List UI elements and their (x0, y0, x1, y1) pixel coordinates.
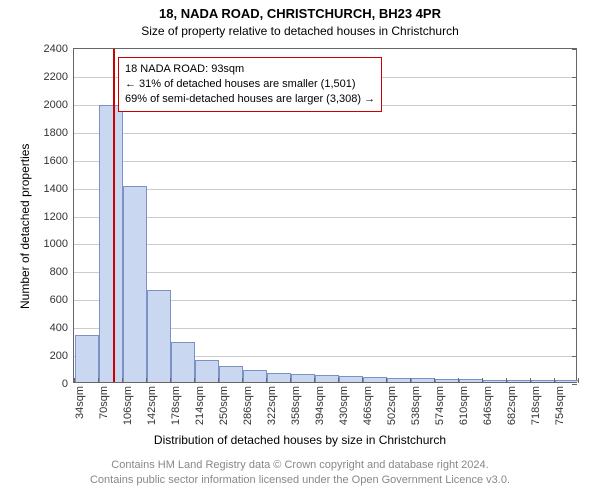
gridline (74, 244, 576, 245)
ytick-label: 400 (50, 322, 74, 334)
gridline (74, 217, 576, 218)
histogram-bar (195, 360, 219, 382)
ytick-mark (572, 161, 577, 162)
xtick-label: 214sqm (194, 386, 206, 425)
histogram-bar (339, 376, 363, 382)
histogram-bar (243, 370, 267, 382)
xtick-label: 682sqm (506, 386, 518, 425)
xtick-label: 106sqm (122, 386, 134, 425)
ytick-label: 2200 (44, 71, 74, 83)
annotation-line-3: 69% of semi-detached houses are larger (… (125, 92, 375, 107)
ytick-mark (572, 77, 577, 78)
ytick-mark (572, 384, 577, 385)
annotation-line-1: 18 NADA ROAD: 93sqm (125, 62, 375, 77)
xtick-label: 574sqm (434, 386, 446, 425)
xtick-label: 646sqm (482, 386, 494, 425)
histogram-bar (75, 335, 99, 382)
gridline (74, 272, 576, 273)
property-marker-line (113, 49, 115, 382)
xtick-label: 754sqm (554, 386, 566, 425)
ytick-label: 1800 (44, 127, 74, 139)
ytick-mark (572, 300, 577, 301)
histogram-bar (411, 378, 435, 382)
ytick-label: 1600 (44, 155, 74, 167)
histogram-bar (459, 379, 483, 382)
attribution-line-2: Contains public sector information licen… (0, 474, 600, 486)
xtick-label: 286sqm (242, 386, 254, 425)
annotation-line-2: ← 31% of detached houses are smaller (1,… (125, 77, 375, 92)
ytick-mark (572, 133, 577, 134)
xtick-label: 142sqm (146, 386, 158, 425)
histogram-bar (387, 378, 411, 382)
xtick-label: 178sqm (170, 386, 182, 425)
ytick-label: 200 (50, 350, 74, 362)
xtick-label: 250sqm (218, 386, 230, 425)
annotation-box: 18 NADA ROAD: 93sqm ← 31% of detached ho… (118, 57, 382, 112)
attribution-line-1: Contains HM Land Registry data © Crown c… (0, 459, 600, 471)
histogram-bar (171, 342, 195, 382)
histogram-bar (435, 379, 459, 382)
plot-area: 0200400600800100012001400160018002000220… (73, 48, 577, 383)
ytick-mark (572, 244, 577, 245)
histogram-bar (291, 374, 315, 382)
gridline (74, 133, 576, 134)
ytick-label: 2400 (44, 43, 74, 55)
ytick-mark (572, 356, 577, 357)
xtick-label: 502sqm (386, 386, 398, 425)
xtick-label: 538sqm (410, 386, 422, 425)
ytick-mark (572, 105, 577, 106)
ytick-label: 1200 (44, 211, 74, 223)
histogram-bar (219, 366, 243, 382)
ytick-mark (572, 217, 577, 218)
ytick-label: 2000 (44, 99, 74, 111)
ytick-mark (572, 328, 577, 329)
ytick-label: 1000 (44, 238, 74, 250)
ytick-label: 0 (62, 378, 74, 390)
histogram-bar (99, 105, 123, 382)
xtick-label: 34sqm (74, 386, 86, 419)
ytick-label: 800 (50, 266, 74, 278)
ytick-mark (572, 49, 577, 50)
xtick-label: 718sqm (530, 386, 542, 425)
histogram-bar (267, 373, 291, 382)
gridline (74, 161, 576, 162)
histogram-bar (147, 290, 171, 382)
ytick-mark (572, 272, 577, 273)
xtick-mark (578, 378, 579, 383)
ytick-label: 600 (50, 294, 74, 306)
xtick-label: 394sqm (314, 386, 326, 425)
histogram-bar (363, 377, 387, 382)
chart-title-main: 18, NADA ROAD, CHRISTCHURCH, BH23 4PR (0, 6, 600, 21)
histogram-bar (555, 380, 579, 382)
ytick-label: 1400 (44, 183, 74, 195)
histogram-bar (315, 375, 339, 382)
histogram-bar (507, 380, 531, 382)
y-axis-label: Number of detached properties (18, 143, 32, 308)
ytick-mark (572, 189, 577, 190)
xtick-label: 322sqm (266, 386, 278, 425)
gridline (74, 189, 576, 190)
chart-title-sub: Size of property relative to detached ho… (0, 24, 600, 38)
histogram-bar (531, 380, 555, 382)
x-axis-label: Distribution of detached houses by size … (0, 433, 600, 447)
xtick-label: 70sqm (98, 386, 110, 419)
xtick-label: 610sqm (458, 386, 470, 425)
xtick-label: 466sqm (362, 386, 374, 425)
histogram-bar (483, 380, 507, 382)
xtick-label: 430sqm (338, 386, 350, 425)
xtick-label: 358sqm (290, 386, 302, 425)
histogram-bar (123, 186, 147, 382)
